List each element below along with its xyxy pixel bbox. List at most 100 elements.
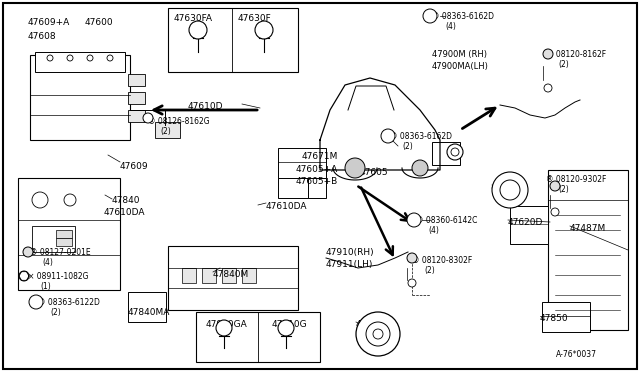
Bar [30, 55, 130, 140]
Circle shape [216, 320, 232, 336]
Circle shape [373, 329, 383, 339]
Text: 47487M: 47487M [570, 224, 606, 233]
Text: 47600: 47600 [85, 18, 114, 27]
Text: 47950: 47950 [492, 182, 520, 191]
Text: (2): (2) [558, 60, 569, 69]
Circle shape [550, 181, 560, 191]
Bar [432, 142, 460, 165]
Circle shape [544, 84, 552, 92]
Circle shape [551, 208, 559, 216]
Bar [128, 292, 166, 322]
Circle shape [143, 113, 153, 123]
Circle shape [255, 21, 273, 39]
Circle shape [412, 160, 428, 176]
Circle shape [67, 55, 73, 61]
Text: ® 08120-8162F: ® 08120-8162F [546, 50, 606, 59]
Text: 47911(LH): 47911(LH) [326, 260, 373, 269]
Text: 47910(RH): 47910(RH) [326, 248, 374, 257]
Circle shape [423, 9, 437, 23]
Text: ® 08120-8302F: ® 08120-8302F [412, 256, 472, 265]
Circle shape [356, 312, 400, 356]
Text: ® 08126-8162G: ® 08126-8162G [148, 117, 210, 126]
Text: (1): (1) [40, 282, 51, 291]
Bar [168, 246, 298, 310]
Text: 47671M: 47671M [302, 152, 339, 161]
Circle shape [23, 247, 33, 257]
Circle shape [87, 55, 93, 61]
Bar [542, 302, 590, 332]
Text: 47620D: 47620D [508, 218, 543, 227]
Text: (4): (4) [428, 226, 439, 235]
Bar [182, 268, 196, 283]
Text: 47608: 47608 [28, 32, 56, 41]
Bar [278, 178, 308, 198]
Circle shape [407, 253, 417, 263]
Circle shape [278, 320, 294, 336]
Bar [32, 226, 75, 252]
Text: 47630F: 47630F [238, 14, 272, 23]
Polygon shape [320, 78, 440, 170]
Bar [548, 170, 628, 330]
Text: 47609: 47609 [120, 162, 148, 171]
Text: 47610DA: 47610DA [266, 202, 307, 211]
Circle shape [19, 271, 29, 281]
Circle shape [366, 322, 390, 346]
Bar [56, 238, 72, 246]
Text: 47630FA: 47630FA [174, 14, 213, 23]
Text: 47610D: 47610D [188, 102, 223, 111]
Text: 47605: 47605 [360, 168, 388, 177]
Circle shape [451, 148, 459, 156]
Text: 47840: 47840 [112, 196, 141, 205]
Text: (2): (2) [402, 142, 413, 151]
Bar [18, 178, 120, 290]
Bar [278, 148, 326, 178]
Text: 47910G: 47910G [272, 320, 308, 329]
Text: 47610DA: 47610DA [104, 208, 145, 217]
Text: 47910GA: 47910GA [206, 320, 248, 329]
Bar [510, 206, 548, 244]
Circle shape [492, 172, 528, 208]
Text: ® 08127-0201E: ® 08127-0201E [30, 248, 91, 257]
Bar [128, 110, 145, 122]
Text: (4): (4) [42, 258, 53, 267]
Circle shape [543, 49, 553, 59]
Text: (2): (2) [558, 185, 569, 194]
Bar [128, 74, 145, 86]
Bar [308, 178, 326, 198]
Bar [128, 92, 145, 104]
Circle shape [47, 55, 53, 61]
Text: 47609+A: 47609+A [28, 18, 70, 27]
Text: 47840MA: 47840MA [128, 308, 170, 317]
Bar [202, 268, 216, 283]
Circle shape [447, 144, 463, 160]
Text: A-76*0037: A-76*0037 [556, 350, 597, 359]
Text: (4): (4) [445, 22, 456, 31]
Circle shape [345, 158, 365, 178]
Text: 47900M (RH): 47900M (RH) [432, 50, 487, 59]
Text: ® 08120-9302F: ® 08120-9302F [546, 175, 606, 184]
Circle shape [64, 194, 76, 206]
Circle shape [189, 21, 207, 39]
Text: 47605+B: 47605+B [296, 177, 339, 186]
Text: 47970: 47970 [356, 320, 385, 329]
Bar [155, 122, 180, 138]
Text: © 08360-6142C: © 08360-6142C [416, 216, 477, 225]
Circle shape [29, 295, 43, 309]
Circle shape [107, 55, 113, 61]
Bar [196, 312, 320, 362]
Circle shape [500, 180, 520, 200]
Text: (2): (2) [424, 266, 435, 275]
Text: 47850: 47850 [540, 314, 568, 323]
Text: 47900MA(LH): 47900MA(LH) [432, 62, 489, 71]
Text: 47840M: 47840M [213, 270, 249, 279]
Bar [56, 230, 72, 238]
Circle shape [408, 279, 416, 287]
Text: © 08363-6162D: © 08363-6162D [432, 12, 494, 21]
Text: 47605+A: 47605+A [296, 165, 339, 174]
Text: © 08363-6122D: © 08363-6122D [38, 298, 100, 307]
Bar [242, 268, 256, 283]
Bar [168, 8, 298, 72]
Circle shape [381, 129, 395, 143]
Bar [35, 52, 125, 72]
Text: × 08911-1082G: × 08911-1082G [28, 272, 88, 281]
